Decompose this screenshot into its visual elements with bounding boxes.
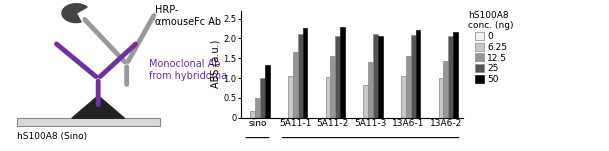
Bar bbox=[340, 27, 345, 118]
Bar bbox=[17, 118, 160, 126]
Bar bbox=[255, 98, 260, 118]
Bar bbox=[363, 85, 368, 118]
Text: Monoclonal Ab: Monoclonal Ab bbox=[149, 59, 220, 69]
Text: HRP-: HRP- bbox=[155, 5, 178, 15]
Bar bbox=[331, 56, 336, 118]
Wedge shape bbox=[62, 4, 87, 23]
Bar bbox=[415, 30, 420, 118]
Bar bbox=[401, 76, 406, 118]
Bar bbox=[303, 28, 308, 118]
Bar bbox=[443, 61, 448, 118]
Bar bbox=[410, 35, 415, 118]
Legend: 0, 6.25, 12.5, 25, 50: 0, 6.25, 12.5, 25, 50 bbox=[466, 9, 516, 86]
Bar bbox=[288, 76, 293, 118]
Bar bbox=[260, 78, 265, 118]
Bar bbox=[373, 34, 378, 118]
Text: hS100A8 (Sino): hS100A8 (Sino) bbox=[17, 132, 87, 141]
Text: αmouseFc Ab: αmouseFc Ab bbox=[155, 17, 221, 27]
Bar bbox=[336, 36, 340, 118]
Bar bbox=[293, 52, 298, 118]
Text: from hybridoma: from hybridoma bbox=[149, 71, 227, 80]
Bar bbox=[438, 78, 443, 118]
Bar bbox=[298, 34, 303, 118]
Polygon shape bbox=[72, 96, 124, 118]
Bar bbox=[326, 77, 331, 118]
Bar bbox=[448, 36, 453, 118]
Y-axis label: ABS (a.u.): ABS (a.u.) bbox=[211, 40, 220, 88]
Bar bbox=[368, 62, 373, 118]
Bar bbox=[406, 56, 410, 118]
Bar bbox=[378, 36, 383, 118]
Bar bbox=[453, 32, 458, 118]
Bar bbox=[250, 111, 255, 118]
Bar bbox=[265, 65, 270, 118]
